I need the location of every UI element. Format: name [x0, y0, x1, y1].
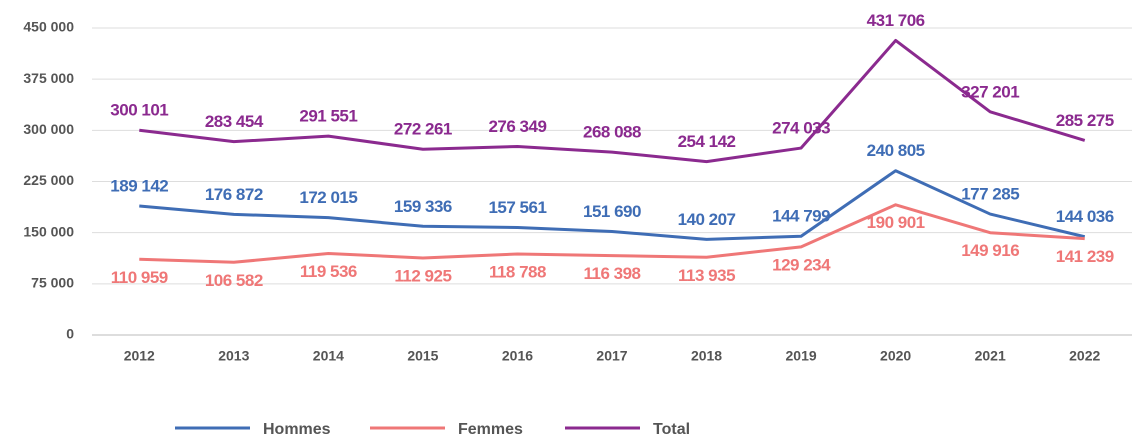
- data-label: 291 551: [299, 107, 357, 126]
- line: [139, 203, 1085, 264]
- data-label: 112 925: [394, 266, 451, 285]
- data-label: 144 036: [1056, 207, 1114, 226]
- data-label: 129 234: [772, 255, 831, 274]
- line: [139, 38, 1086, 164]
- x-tick-label: 2018: [691, 348, 722, 364]
- data-label: 189 142: [110, 176, 168, 195]
- data-label: 110 959: [111, 268, 168, 287]
- x-tick-label: 2020: [880, 348, 911, 364]
- y-tick-label: 75 000: [31, 275, 74, 291]
- y-tick-label: 300 000: [23, 121, 74, 137]
- x-tick-label: 2016: [502, 348, 533, 364]
- data-label: 141 239: [1056, 247, 1114, 266]
- data-label: 283 454: [205, 112, 264, 131]
- y-tick-label: 150 000: [23, 223, 74, 239]
- data-label: 118 788: [489, 262, 546, 281]
- data-label: 431 706: [867, 11, 925, 30]
- line: [139, 169, 1086, 241]
- x-tick-label: 2012: [124, 348, 155, 364]
- data-label: 157 561: [488, 198, 546, 217]
- x-tick-label: 2013: [218, 348, 249, 364]
- data-label: 274 033: [772, 119, 830, 138]
- legend-label: Hommes: [263, 421, 331, 438]
- data-label: 151 690: [583, 202, 641, 221]
- data-label: 172 015: [299, 188, 357, 207]
- x-tick-label: 2014: [313, 348, 344, 364]
- data-label: 327 201: [961, 82, 1019, 101]
- data-label: 159 336: [394, 197, 452, 216]
- data-label: 272 261: [394, 120, 452, 139]
- x-tick-label: 2019: [786, 348, 817, 364]
- legend-label: Total: [653, 421, 690, 438]
- data-label: 276 349: [488, 117, 546, 136]
- data-label: 116 398: [583, 264, 640, 283]
- x-tick-label: 2021: [975, 348, 1006, 364]
- data-label: 300 101: [110, 101, 168, 120]
- legend-label: Femmes: [458, 421, 523, 438]
- y-tick-label: 375 000: [23, 70, 74, 86]
- data-label: 177 285: [961, 185, 1019, 204]
- data-label: 113 935: [678, 266, 735, 285]
- data-label: 240 805: [867, 141, 925, 160]
- data-label: 144 799: [772, 207, 830, 226]
- x-tick-label: 2017: [596, 348, 627, 364]
- x-tick-label: 2015: [407, 348, 438, 364]
- data-label: 190 901: [867, 213, 925, 232]
- data-label: 140 207: [678, 210, 736, 229]
- y-tick-label: 0: [66, 326, 74, 342]
- data-label: 176 872: [205, 185, 263, 204]
- x-tick-label: 2022: [1069, 348, 1100, 364]
- y-tick-label: 450 000: [23, 19, 74, 35]
- data-label: 254 142: [678, 132, 736, 151]
- data-label: 149 916: [961, 241, 1019, 260]
- data-label: 106 582: [205, 271, 263, 290]
- y-tick-label: 225 000: [23, 172, 74, 188]
- data-label: 268 088: [583, 123, 641, 142]
- data-label: 285 275: [1056, 111, 1114, 130]
- data-label: 119 536: [300, 262, 357, 281]
